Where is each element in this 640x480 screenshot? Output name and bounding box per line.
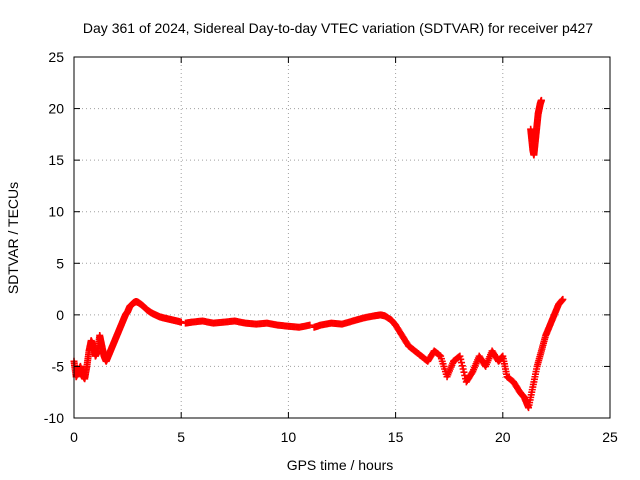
plot-frame (73, 56, 611, 419)
chart-title: Day 361 of 2024, Sidereal Day-to-day VTE… (83, 20, 593, 36)
data-point (559, 295, 567, 303)
x-tick-label: 25 (602, 429, 618, 445)
data-point (456, 352, 464, 360)
data-point (459, 365, 467, 373)
data-point (177, 318, 185, 326)
y-tick-label: 15 (48, 152, 64, 168)
data-point (457, 355, 465, 363)
y-tick-label: 25 (48, 49, 64, 65)
y-tick-label: 20 (48, 101, 64, 117)
series-segment-2 (181, 317, 314, 331)
y-tick-label: 0 (56, 307, 64, 323)
x-tick-label: 10 (281, 429, 297, 445)
x-tick-label: 20 (495, 429, 511, 445)
data-point (458, 362, 466, 370)
series-segment-1 (70, 297, 185, 383)
series-segment-4 (527, 96, 545, 159)
series-segment-3 (310, 295, 567, 412)
y-tick-label: 10 (48, 204, 64, 220)
y-tick-label: 5 (56, 255, 64, 271)
y-tick-label: -10 (44, 410, 64, 426)
grid-lines (74, 57, 610, 418)
x-tick-label: 15 (388, 429, 404, 445)
x-tick-label: 0 (70, 429, 78, 445)
data-point (306, 321, 314, 329)
y-tick-label: -5 (52, 358, 65, 374)
data-point (460, 368, 468, 376)
axis-ticks: 0 5 10 15 20 25 -10 -5 0 5 10 15 20 25 (44, 49, 618, 445)
y-axis-label: SDTVAR / TECUs (5, 182, 21, 294)
data-point (537, 96, 545, 104)
x-tick-label: 5 (177, 429, 185, 445)
x-axis-label: GPS time / hours (287, 457, 394, 473)
data-point (458, 359, 466, 367)
data-points (70, 96, 567, 412)
